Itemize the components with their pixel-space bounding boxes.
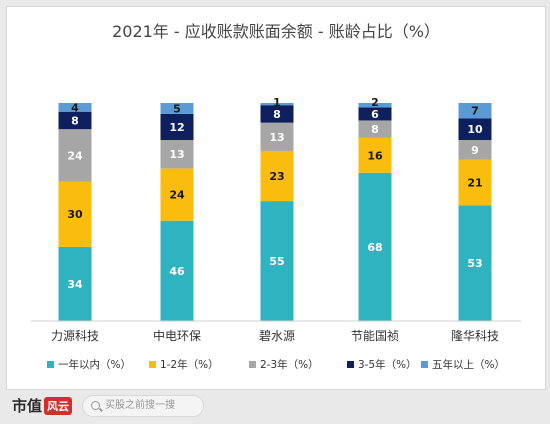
legend-swatch: [421, 361, 428, 368]
data-label: 46: [169, 265, 185, 278]
brand-logo: 市值 风云: [12, 395, 73, 416]
legend-swatch: [149, 361, 156, 368]
data-label: 34: [67, 278, 83, 291]
legend-swatch: [347, 361, 354, 368]
data-label: 30: [67, 208, 83, 221]
data-label: 4: [71, 101, 79, 114]
x-tick-label: 力源科技: [51, 329, 99, 343]
data-label: 1: [273, 96, 281, 109]
chart-legend: 一年以内（%） 1-2年（%） 2-3年（%） 3-5年（%） 五年以上（%）: [47, 358, 505, 371]
data-label: 24: [67, 149, 83, 162]
bar-segment: [358, 120, 392, 138]
search-box[interactable]: 买股之前搜一搜: [82, 395, 204, 417]
bar-segment: [260, 201, 294, 321]
x-tick-label: 节能国祯: [351, 329, 399, 343]
data-label: 13: [169, 148, 184, 161]
bar-segment: [260, 150, 294, 202]
data-label: 2: [371, 96, 379, 109]
data-label: 12: [169, 121, 184, 134]
data-label: 21: [467, 177, 482, 190]
data-label: 55: [269, 255, 284, 268]
data-label: 10: [467, 123, 483, 136]
data-label: 7: [471, 105, 479, 118]
data-label: 53: [467, 257, 482, 270]
bar-segment: [58, 246, 92, 321]
chart-title: 2021年 - 应收账款账面余额 - 账龄占比（%）: [112, 22, 440, 41]
bar-segment: [358, 107, 392, 121]
bar-segment: [58, 129, 92, 182]
data-label: 8: [371, 123, 379, 136]
search-placeholder: 买股之前搜一搜: [105, 400, 175, 411]
legend-label: 一年以内（%）: [58, 358, 131, 371]
search-icon: [91, 401, 100, 410]
legend-label: 3-5年（%）: [358, 358, 417, 371]
data-label: 68: [367, 241, 382, 254]
bar-segment: [58, 181, 92, 247]
bar-segment: [260, 103, 294, 106]
bar-segment: [160, 220, 194, 321]
legend-label: 五年以上（%）: [432, 358, 505, 371]
bar-segment: [58, 103, 92, 112]
brand-footer: 市值 风云 买股之前搜一搜: [6, 392, 544, 420]
bar-segment: [358, 172, 392, 321]
brand-logo-text: 市值: [12, 397, 43, 415]
data-label: 24: [169, 189, 185, 202]
data-label: 13: [269, 131, 284, 144]
bar-segment: [160, 140, 194, 169]
data-label: 6: [371, 108, 379, 121]
bar-segment: [260, 122, 294, 151]
data-label: 8: [273, 108, 281, 121]
bar-segment: [458, 205, 492, 321]
legend-swatch: [47, 361, 54, 368]
legend-label: 2-3年（%）: [260, 358, 319, 371]
bar-segment: [458, 140, 492, 160]
data-label: 5: [173, 102, 181, 115]
x-tick-label: 碧水源: [259, 329, 295, 343]
bar-segment: [458, 103, 492, 119]
data-label: 23: [269, 170, 284, 183]
chart-card: 2021年 - 应收账款账面余额 - 账龄占比（%） 34 30 24 8 4 46 24 1…: [6, 6, 546, 390]
x-tick-label: 隆华科技: [451, 328, 499, 343]
bar-segment: [58, 111, 92, 130]
brand-logo-stamp: 风云: [44, 397, 73, 415]
bar-segment: [260, 105, 294, 123]
bar-segment: [160, 113, 194, 141]
stacked-bar-chart: 2021年 - 应收账款账面余额 - 账龄占比（%） 3430248446241…: [31, 22, 521, 371]
data-label: 9: [471, 144, 479, 157]
legend-swatch: [249, 361, 256, 368]
bar-segment: [458, 118, 492, 141]
bar-segment: [160, 168, 194, 221]
data-label: 8: [71, 114, 79, 127]
x-tick-label: 中电环保: [153, 328, 201, 343]
bar-segment: [160, 103, 194, 114]
bar-segment: [458, 159, 492, 206]
bar-segment: [358, 103, 392, 108]
x-tick-labels: 力源科技 中电环保 碧水源 节能国祯 隆华科技: [51, 328, 499, 343]
data-label: 16: [367, 149, 383, 162]
bar-segment: [358, 137, 392, 173]
legend-label: 1-2年（%）: [160, 358, 219, 371]
